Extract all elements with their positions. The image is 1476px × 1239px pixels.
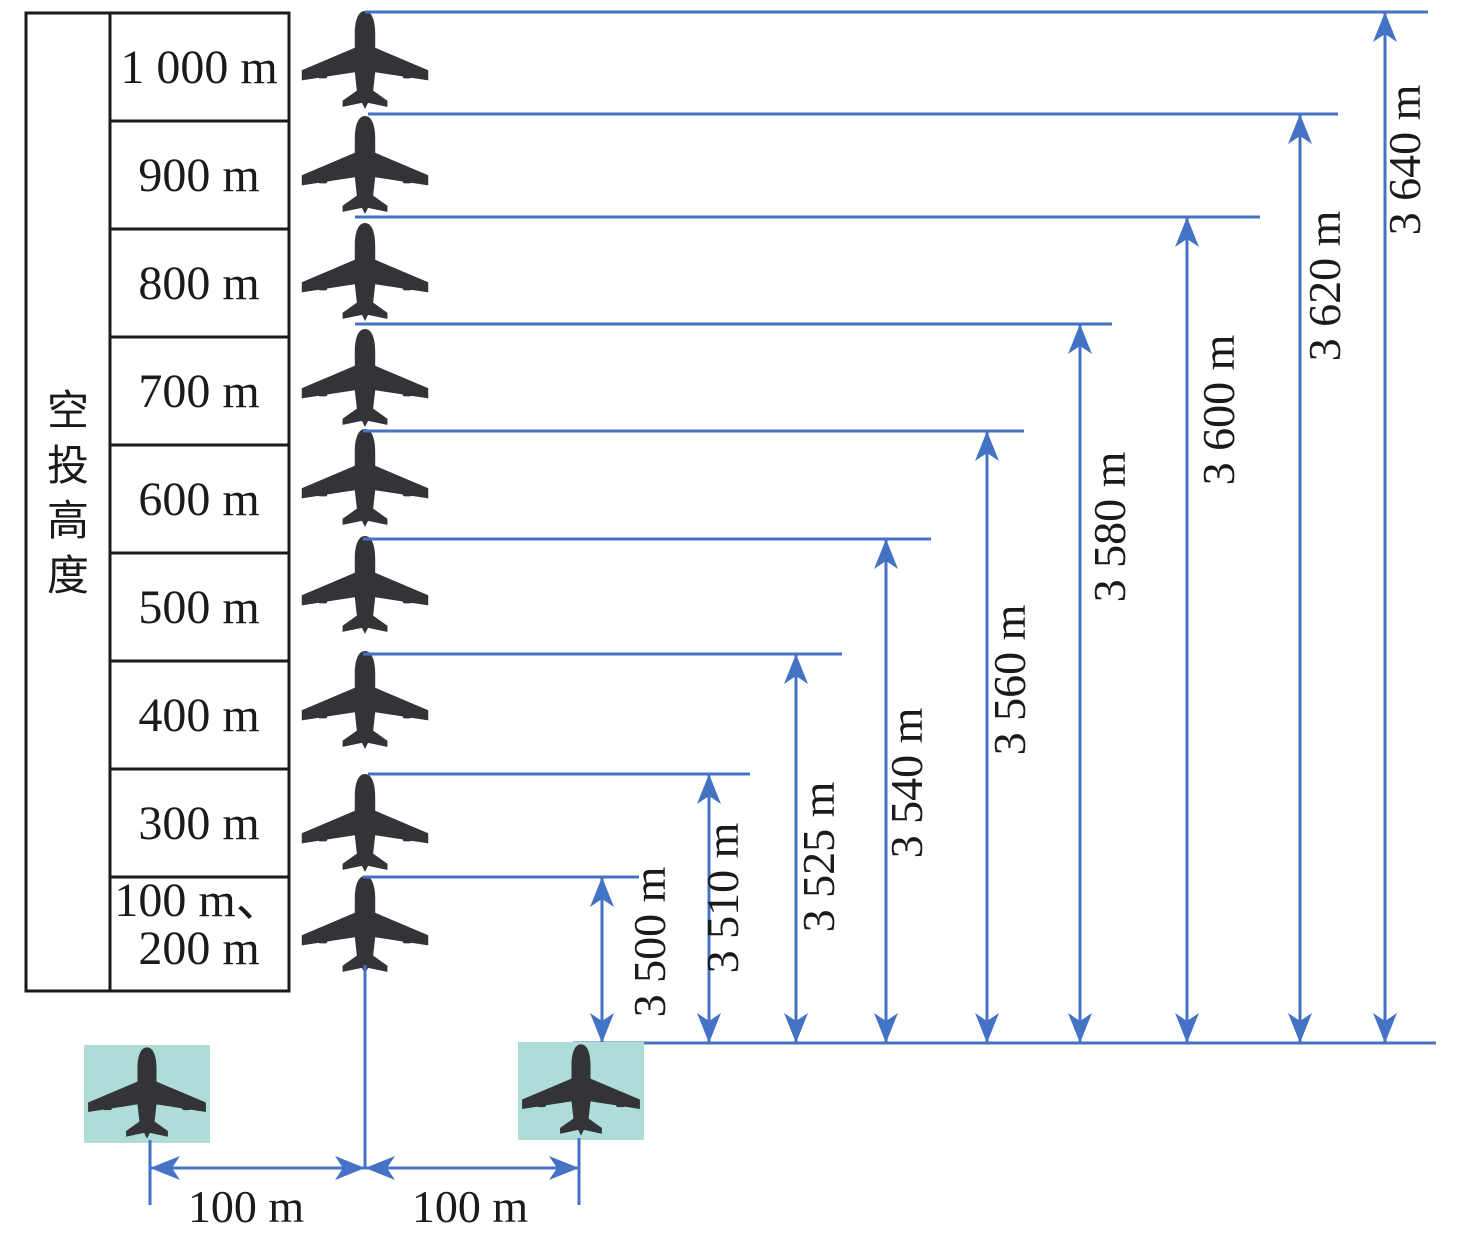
arrowhead-up — [697, 774, 721, 804]
arrowhead-down — [975, 1013, 999, 1043]
airplane-icon — [301, 651, 429, 749]
table-cell-text: 500 m — [138, 581, 259, 634]
table-header-char: 度 — [47, 551, 89, 600]
arrowhead-up — [784, 654, 808, 684]
table-cells: 1 000 m 900 m 800 m 700 m 600 m 500 m 400 m 300… — [114, 41, 283, 975]
table-cell-text: 300 m — [138, 797, 259, 850]
distance-label: 3 560 m — [984, 604, 1035, 755]
distance-arrows — [590, 12, 1397, 1043]
distance-labels: 3 500 m 3 510 m 3 525 m 3 540 m 3 560 m 3 580… — [624, 84, 1430, 1017]
distance-label: 3 580 m — [1084, 451, 1135, 602]
distance-label: 3 540 m — [881, 707, 932, 858]
distance-label: 3 525 m — [793, 781, 844, 932]
table-header-char: 空 — [47, 386, 89, 435]
ground-plane-left — [84, 1045, 210, 1143]
table-cell-text: 600 m — [138, 473, 259, 526]
distance-label: 3 500 m — [624, 866, 675, 1017]
arrowhead-up — [1068, 324, 1092, 354]
airplane-icon — [301, 876, 429, 974]
arrowhead-up — [590, 877, 614, 907]
table-cell-text: 800 m — [138, 257, 259, 310]
distance-label: 3 600 m — [1193, 334, 1244, 485]
formation-planes — [301, 11, 429, 974]
airplane-icon — [301, 429, 429, 527]
airplane-icon — [301, 329, 429, 427]
arrowhead-up — [874, 539, 898, 569]
arrowhead-up — [1373, 12, 1397, 42]
arrow-left — [150, 1156, 180, 1180]
arrow-mid-right — [365, 1156, 395, 1180]
altitude-lines — [355, 10, 1428, 879]
arrow-mid-left — [335, 1156, 365, 1180]
spacing-dimension: 100 m 100 m — [148, 1138, 581, 1232]
arrowhead-down — [1068, 1013, 1092, 1043]
arrowhead-down — [697, 1013, 721, 1043]
distance-label: 3 620 m — [1299, 210, 1350, 361]
arrowhead-up — [1288, 114, 1312, 144]
arrowhead-down — [1288, 1013, 1312, 1043]
distance-label: 3 510 m — [697, 822, 748, 973]
airplane-icon — [301, 223, 429, 321]
table-border — [24, 11, 291, 993]
arrow-right — [549, 1156, 579, 1180]
distance-label: 3 640 m — [1379, 84, 1430, 235]
table-cell-text: 200 m — [138, 922, 259, 975]
ground-plane-right — [518, 1042, 644, 1140]
arrowhead-down — [784, 1013, 808, 1043]
airplane-icon — [301, 11, 429, 109]
table-cell-text: 900 m — [138, 149, 259, 202]
table-row-dividers — [110, 119, 289, 879]
arrowhead-up — [1175, 217, 1199, 247]
arrowhead-down — [874, 1013, 898, 1043]
table-header-char: 高 — [47, 496, 89, 545]
spacing-label-left: 100 m — [188, 1181, 305, 1232]
table-cell-text: 1 000 m — [120, 41, 277, 94]
airplane-icon — [301, 774, 429, 872]
arrowhead-down — [1373, 1013, 1397, 1043]
table-header-char: 投 — [47, 441, 89, 490]
arrowhead-down — [590, 1013, 614, 1043]
arrowhead-down — [1175, 1013, 1199, 1043]
airplane-icon — [301, 116, 429, 214]
table-cell-text: 700 m — [138, 365, 259, 418]
spacing-label-right: 100 m — [412, 1181, 529, 1232]
arrowhead-up — [975, 431, 999, 461]
table-cell-text: 400 m — [138, 689, 259, 742]
table-cell-text: 100 m、 — [114, 874, 283, 927]
airplane-icon — [301, 536, 429, 634]
